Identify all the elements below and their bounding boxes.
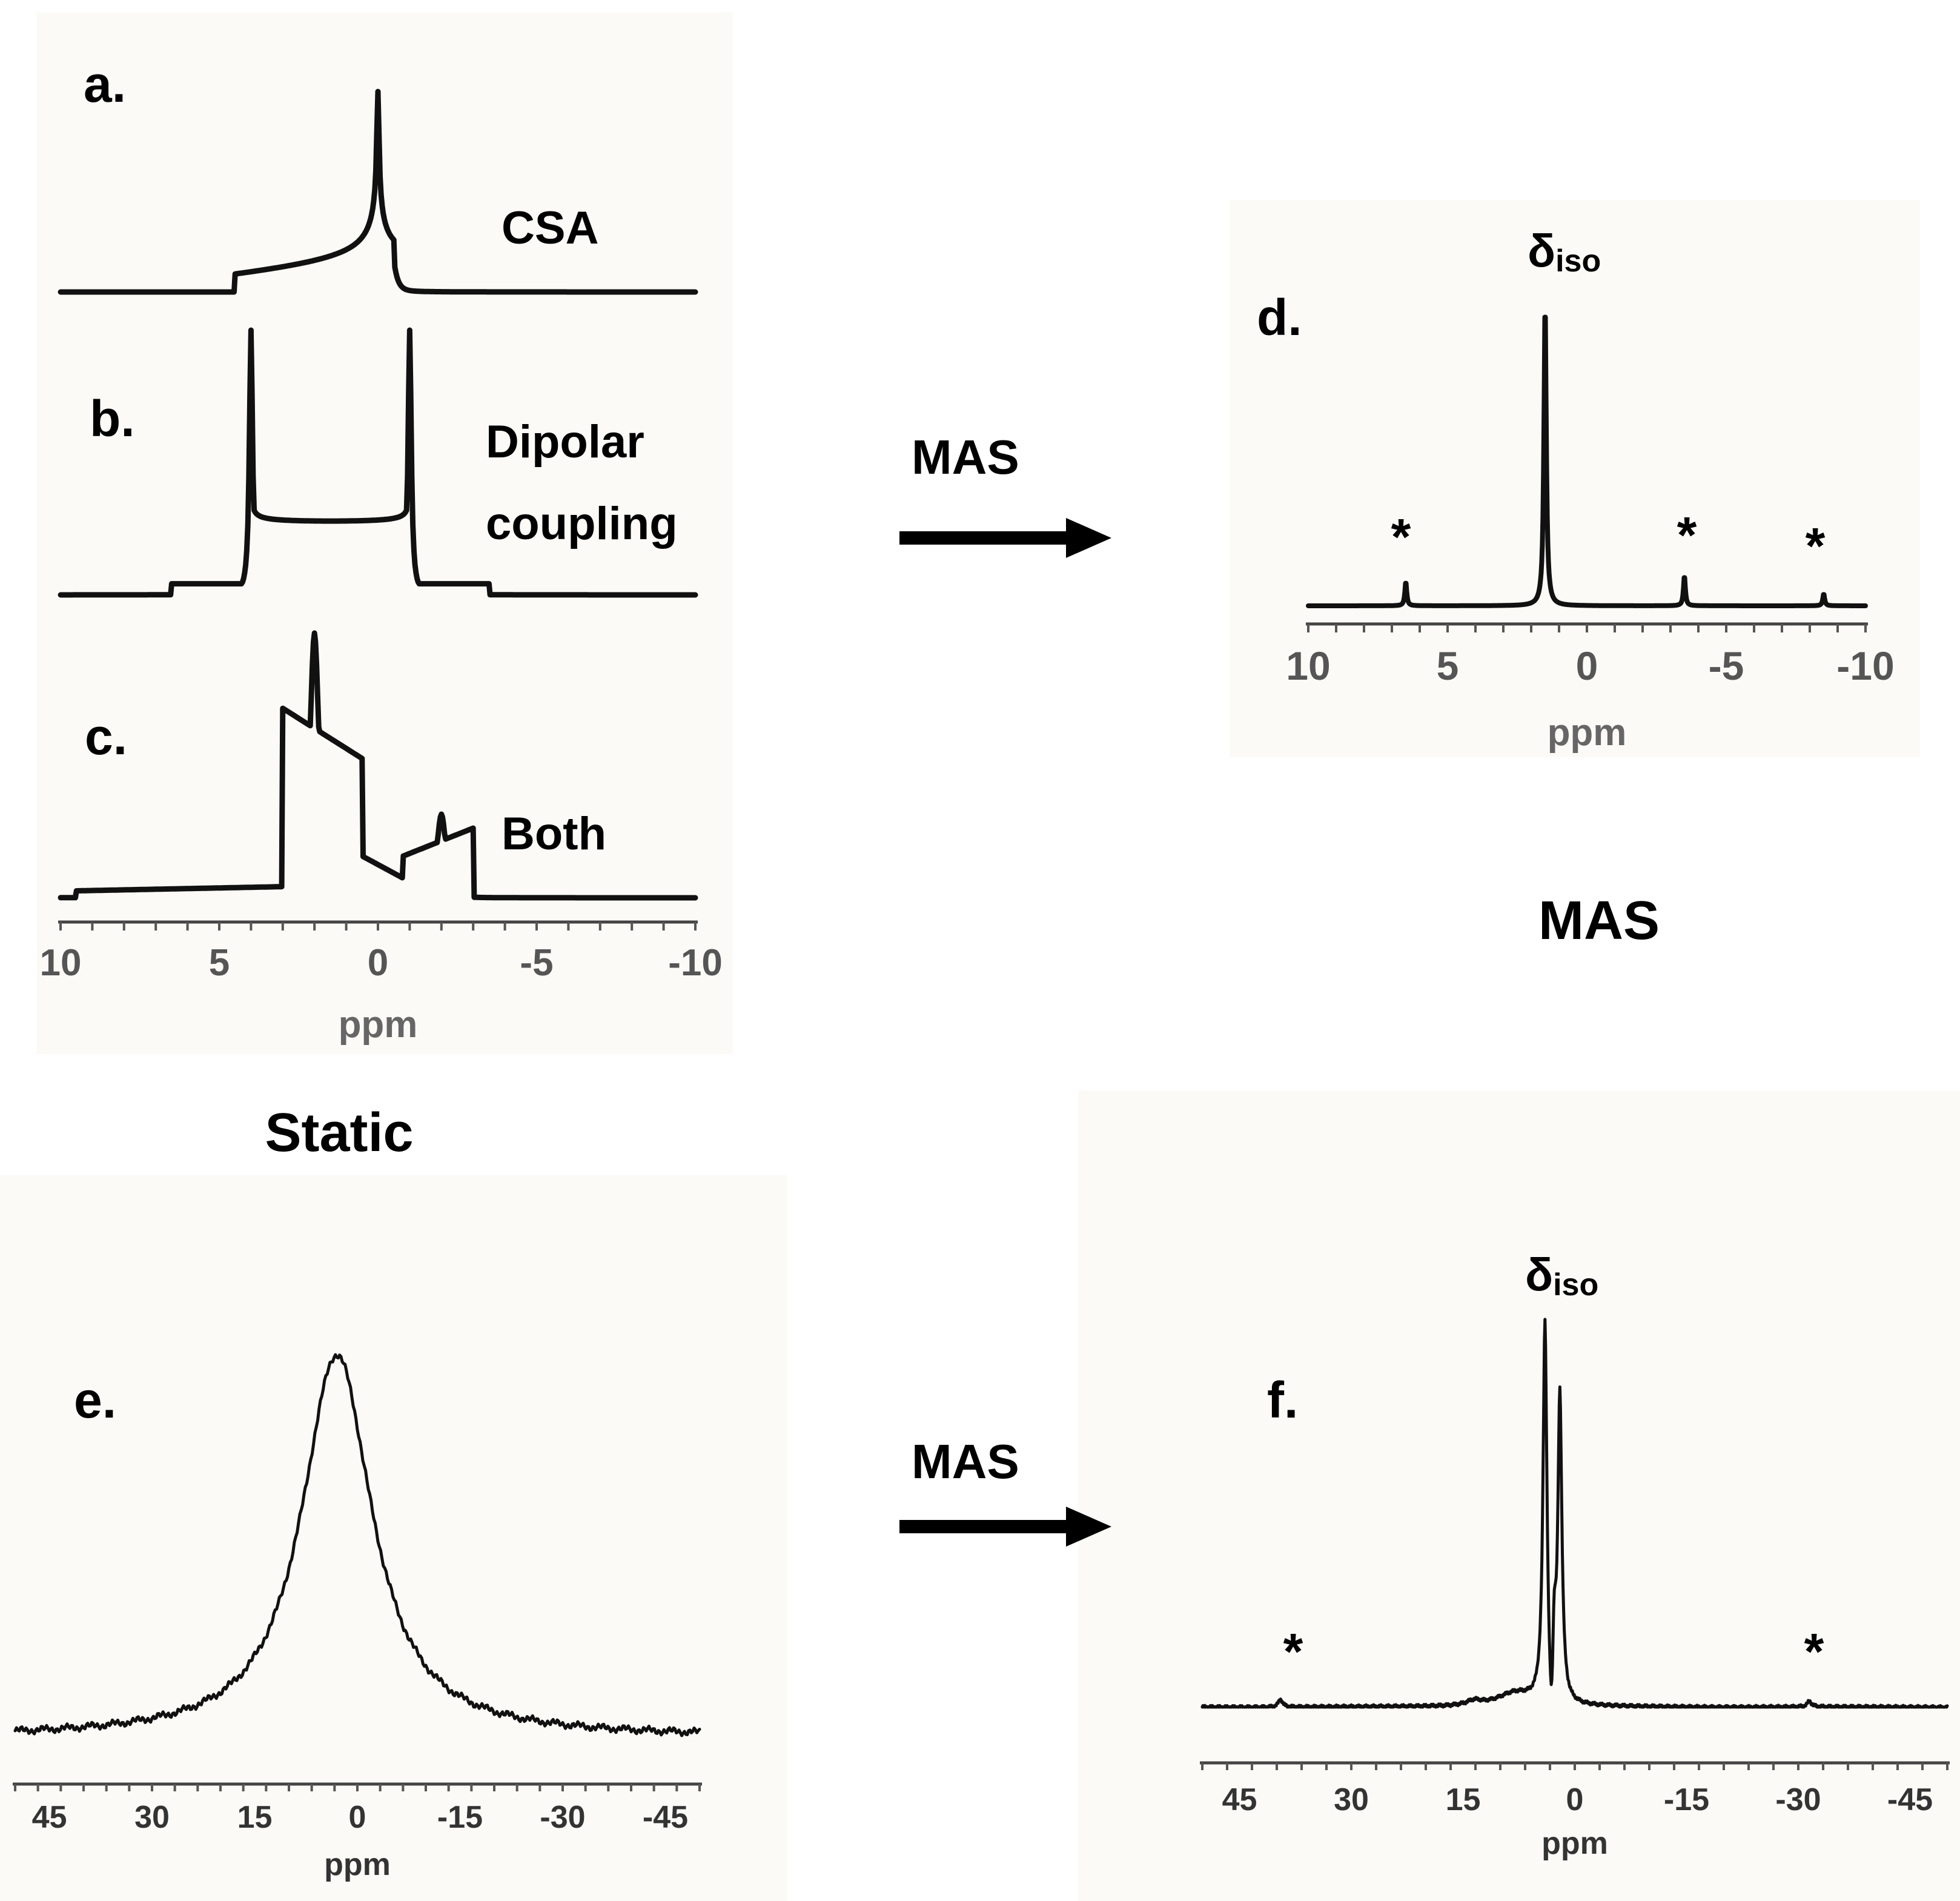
spectrum-both xyxy=(58,630,698,901)
x-tick-label: 10 xyxy=(40,942,82,984)
spectrum-mas-d xyxy=(1306,314,1868,608)
arrow-label-top: MAS xyxy=(912,430,1019,484)
x-axis-title: ppm xyxy=(339,1004,418,1046)
sideband-marker-f-2: * xyxy=(1804,1623,1824,1680)
label-both: Both xyxy=(502,808,606,860)
axis-f: 45 30 15 0 -15 -30 -45 ppm xyxy=(1200,1761,1950,1861)
sideband-marker-d-1: * xyxy=(1391,508,1411,565)
x-tick-label: 5 xyxy=(209,942,230,984)
x-tick-label: 0 xyxy=(1576,643,1598,688)
label-dipolar: Dipolar xyxy=(486,416,644,468)
x-tick-label: 45 xyxy=(1222,1782,1257,1817)
delta-subscript-f: iso xyxy=(1553,1267,1598,1302)
axis-abc: 10 5 0 -5 -10 ppm xyxy=(40,920,723,1046)
delta-subscript-d: iso xyxy=(1555,244,1601,279)
panel-label-e: e. xyxy=(74,1372,116,1428)
x-tick-label: -10 xyxy=(1836,643,1894,688)
axis-e: 45 30 15 0 -15 -30 -45 ppm xyxy=(13,1782,702,1882)
panel-label-f: f. xyxy=(1267,1372,1298,1428)
x-tick-label: 45 xyxy=(32,1800,67,1835)
panel-label-d: d. xyxy=(1257,289,1302,346)
x-tick-label: -5 xyxy=(520,942,553,984)
panel-d-background xyxy=(1230,200,1920,757)
delta-iso-f: δiso xyxy=(1525,1249,1598,1302)
static-heading: Static xyxy=(265,1103,413,1163)
mas-heading: MAS xyxy=(1538,891,1660,951)
x-tick-label: -45 xyxy=(1887,1782,1933,1817)
sideband-marker-d-3: * xyxy=(1806,517,1826,574)
panel-label-a: a. xyxy=(84,56,126,113)
x-tick-label: -15 xyxy=(1664,1782,1709,1817)
label-csa: CSA xyxy=(502,202,598,254)
spectrum-csa xyxy=(58,88,698,295)
x-tick-label: -45 xyxy=(643,1800,688,1835)
x-axis-title: ppm xyxy=(324,1847,391,1882)
x-tick-label: 30 xyxy=(1334,1782,1369,1817)
x-tick-label: 0 xyxy=(1566,1782,1584,1817)
arrow-label-bottom: MAS xyxy=(912,1435,1019,1488)
x-tick-label: -5 xyxy=(1709,643,1744,688)
x-tick-label: 0 xyxy=(368,942,388,984)
panel-f-background xyxy=(1078,1090,1960,1901)
delta-symbol-d: δ xyxy=(1528,225,1555,277)
panel-abc-background xyxy=(36,12,733,1054)
spectrum-mas-f xyxy=(1200,1318,1949,1709)
sideband-marker-d-2: * xyxy=(1677,506,1697,563)
spectrum-dipolar-coupling xyxy=(58,327,698,598)
x-tick-label: 10 xyxy=(1286,643,1330,688)
x-axis-title: ppm xyxy=(1541,1826,1608,1861)
panel-e-background xyxy=(0,1175,787,1901)
arrow-bottom-head xyxy=(1066,1507,1111,1547)
delta-iso-d: δiso xyxy=(1528,225,1601,279)
x-tick-label: -15 xyxy=(437,1800,483,1835)
x-tick-label: 5 xyxy=(1437,643,1459,688)
arrow-top-head xyxy=(1066,518,1111,558)
spectrum-static-e xyxy=(13,1353,701,1737)
x-tick-label: 0 xyxy=(349,1800,366,1835)
x-tick-label: 30 xyxy=(134,1800,170,1835)
x-tick-label: -10 xyxy=(668,942,723,984)
x-tick-label: 15 xyxy=(1446,1782,1481,1817)
x-tick-label: -30 xyxy=(1775,1782,1821,1817)
sideband-marker-f-1: * xyxy=(1283,1623,1303,1680)
axis-d: 10 5 0 -5 -10 ppm xyxy=(1286,622,1895,754)
delta-symbol-f: δ xyxy=(1525,1249,1553,1301)
panel-label-c: c. xyxy=(85,708,127,765)
x-tick-label: 15 xyxy=(237,1800,273,1835)
x-axis-title: ppm xyxy=(1548,712,1627,754)
label-coupling: coupling xyxy=(486,498,678,549)
panel-label-b: b. xyxy=(90,390,135,447)
x-tick-label: -30 xyxy=(540,1800,585,1835)
